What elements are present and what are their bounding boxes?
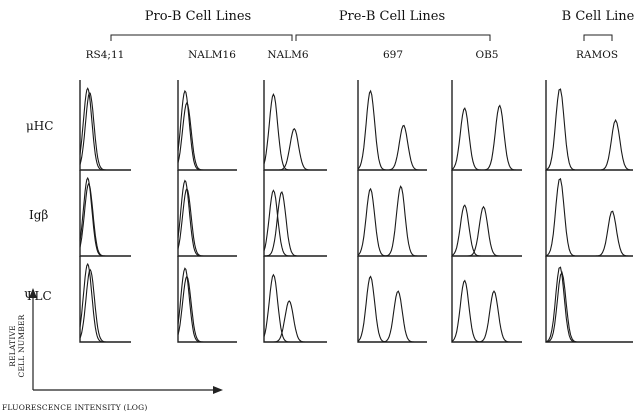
- histogram-stain-igbeta-nalm16: [177, 187, 237, 257]
- group-label-pro-b: Pro-B Cell Lines: [145, 9, 251, 24]
- histogram-stain-psilc-rs411: [79, 268, 131, 343]
- cell-line-label-ramos: RAMOS: [576, 49, 618, 61]
- histogram-control-igbeta-nalm16: [177, 179, 237, 257]
- histogram-stain-igbeta-ob5: [452, 205, 522, 257]
- histogram-control-igbeta-rs411: [79, 176, 131, 257]
- x-axis-label: FLUORESCENCE INTENSITY (LOG): [2, 403, 147, 412]
- cell-line-label-697: 697: [383, 49, 403, 61]
- panel-frame-igbeta-nalm6: [263, 170, 327, 257]
- histogram-control-psilc-ramos: [545, 266, 633, 343]
- histogram-stain-muhc-rs411: [79, 92, 131, 171]
- histogram-stain-muhc-ramos: [546, 118, 633, 171]
- row-label-igbeta: Igβ: [29, 208, 48, 222]
- cell-line-label-rs411: RS4;11: [86, 49, 125, 61]
- panel-frame-muhc-rs411: [79, 80, 131, 171]
- histogram-control-psilc-nalm6: [263, 273, 327, 343]
- cell-line-label-ob5: OB5: [475, 49, 498, 61]
- histogram-control-psilc-nalm16: [177, 267, 237, 343]
- histogram-stain-psilc-nalm16: [177, 275, 237, 343]
- y-axis-label-line1: RELATIVE: [8, 325, 17, 367]
- x-axis-arrowhead: [213, 386, 223, 394]
- panel-frame-psilc-697: [357, 256, 427, 343]
- histogram-stain-igbeta-697: [358, 185, 427, 257]
- panel-frame-psilc-nalm16: [177, 256, 237, 343]
- row-label-muhc: μHC: [26, 119, 53, 133]
- histogram-control-psilc-697: [357, 275, 427, 343]
- panel-frame-igbeta-rs411: [79, 170, 131, 257]
- cell-line-label-nalm6: NALM6: [267, 49, 308, 61]
- histogram-control-igbeta-ob5: [451, 204, 522, 257]
- histogram-stain-psilc-697: [358, 290, 427, 343]
- histogram-stain-psilc-ramos: [545, 271, 633, 343]
- histogram-control-psilc-rs411: [79, 262, 131, 343]
- histogram-panels: [79, 80, 633, 343]
- cell-line-label-nalm16: NALM16: [188, 49, 236, 61]
- panel-frame-muhc-nalm16: [177, 80, 237, 171]
- panel-frame-muhc-ob5: [451, 80, 522, 171]
- y-axis-label-line2: CELL NUMBER: [17, 314, 26, 377]
- histogram-stain-psilc-nalm6: [264, 300, 327, 343]
- histogram-control-psilc-ob5: [451, 279, 522, 343]
- panel-frame-muhc-697: [357, 80, 427, 171]
- histogram-stain-igbeta-nalm6: [264, 191, 327, 257]
- histogram-stain-muhc-nalm6: [264, 128, 327, 171]
- histogram-control-muhc-ramos: [545, 88, 633, 171]
- histogram-stain-igbeta-ramos: [546, 210, 633, 257]
- histogram-control-muhc-697: [357, 89, 427, 171]
- histogram-stain-igbeta-rs411: [79, 182, 131, 257]
- histogram-control-muhc-ob5: [451, 107, 522, 171]
- histogram-stain-muhc-ob5: [452, 104, 522, 171]
- bracket-pre-b: [295, 34, 491, 41]
- bracket-b: [583, 34, 613, 41]
- group-label-pre-b: Pre-B Cell Lines: [339, 9, 445, 24]
- histogram-stain-muhc-697: [358, 124, 427, 171]
- group-label-b: B Cell Line: [562, 9, 635, 24]
- y-axis-arrowhead: [29, 288, 37, 298]
- panel-frame-psilc-rs411: [79, 256, 131, 343]
- panel-frame-igbeta-nalm16: [177, 170, 237, 257]
- histogram-stain-muhc-nalm16: [177, 101, 237, 171]
- row-label-psilc: ΨLC: [24, 289, 52, 303]
- histogram-control-igbeta-ramos: [545, 177, 633, 257]
- histogram-stain-psilc-ob5: [452, 290, 522, 343]
- bracket-pro-b: [110, 34, 293, 41]
